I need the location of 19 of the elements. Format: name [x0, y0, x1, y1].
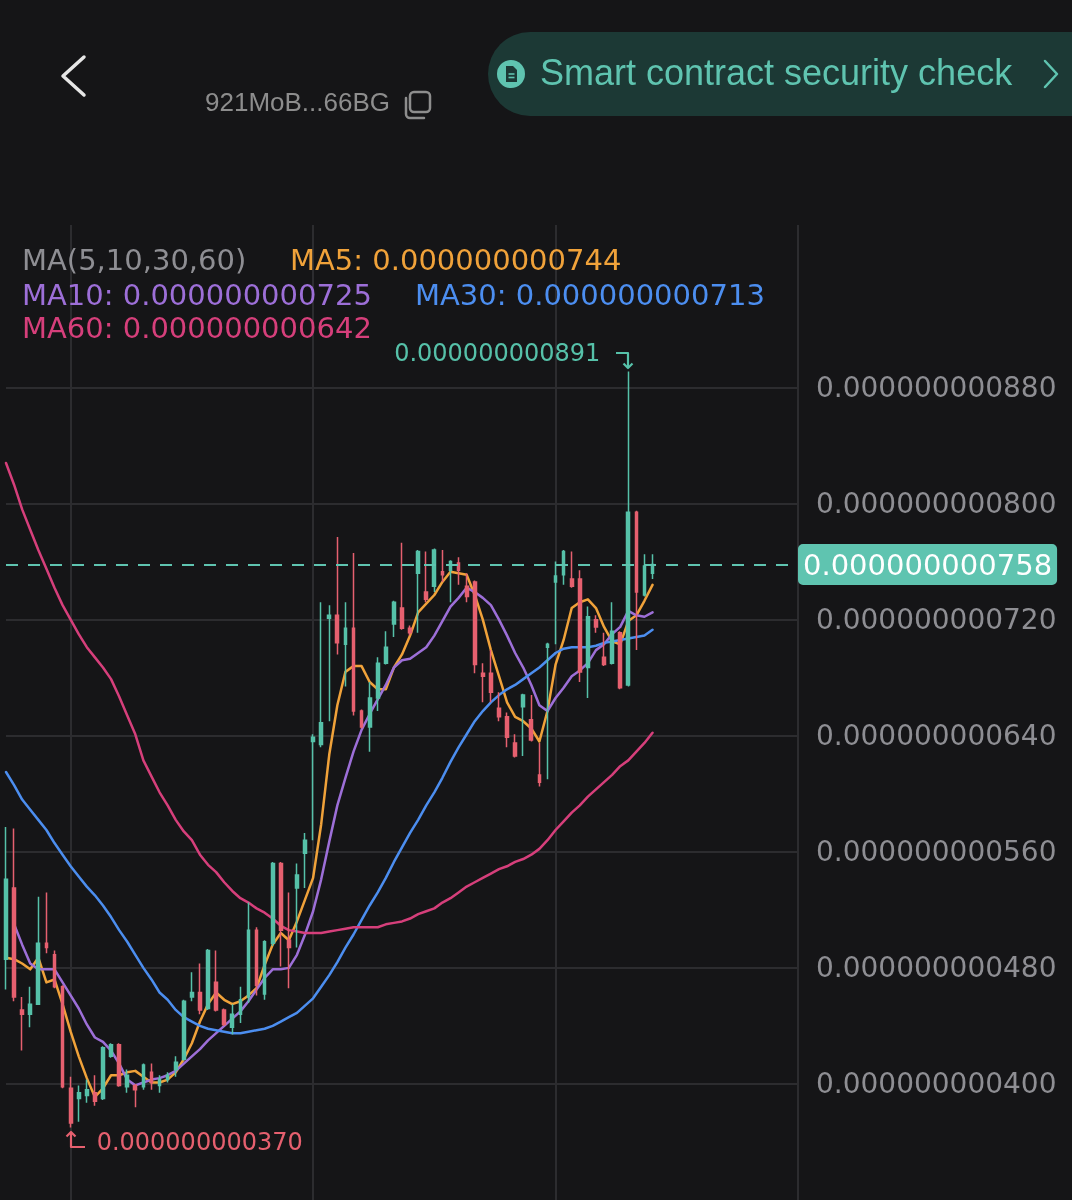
y-tick-label: 0.000000000880 [816, 371, 1057, 404]
y-tick-label: 0.000000000800 [816, 487, 1057, 521]
text: MA30: 0.000000000713 [415, 278, 765, 312]
y-tick-label: 0.000000000400 [816, 1067, 1057, 1101]
text: Smart contract security check [540, 52, 1013, 94]
y-tick-label: 0.000000000720 [816, 603, 1057, 637]
line-series [4, 628, 654, 1035]
legend-title: MA(5,10,30,60) [22, 243, 247, 277]
annotation: 0.000000000891 [394, 338, 601, 367]
chart-subtitle: 921MoB...66BG [205, 86, 390, 118]
ref-line-label: 0.000000000758 [803, 547, 1053, 582]
y-tick-label: 0.000000000480 [816, 951, 1057, 985]
annotation: 0.000000000370 [96, 1128, 303, 1157]
text: MA5: 0.000000000744 [290, 243, 622, 277]
line-series [4, 461, 654, 935]
y-tick-label: 0.000000000640 [816, 719, 1057, 753]
y-tick-label: 0.000000000560 [816, 835, 1057, 869]
text: MA60: 0.000000000642 [22, 311, 372, 345]
text: MA10: 0.000000000725 [22, 278, 372, 312]
